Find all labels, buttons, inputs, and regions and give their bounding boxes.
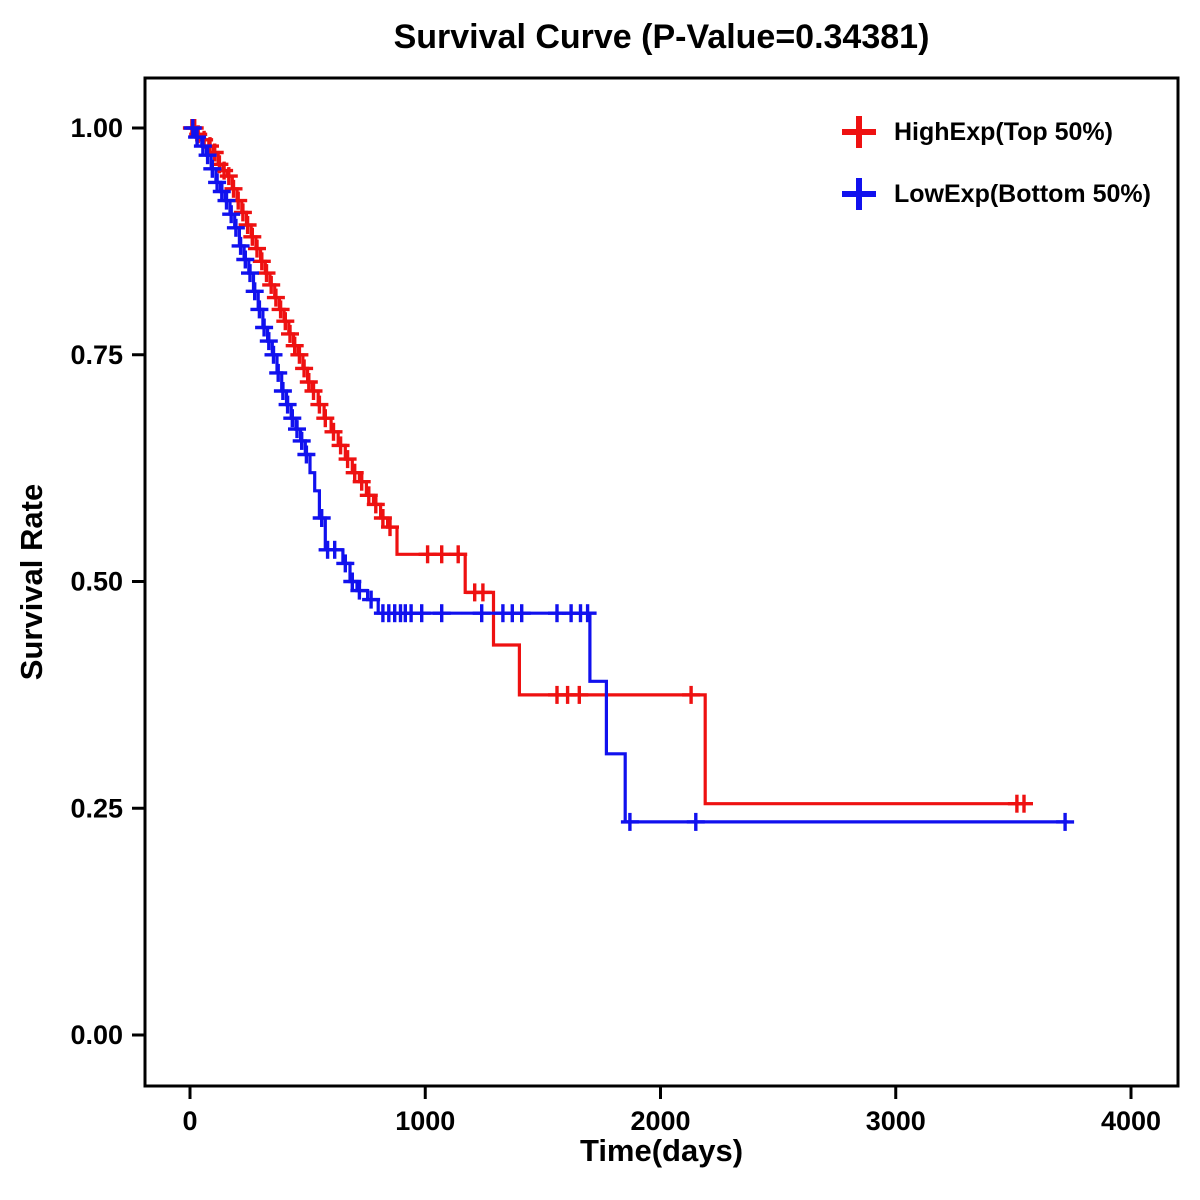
svg-text:0.50: 0.50 [70,567,123,597]
svg-text:1.00: 1.00 [70,113,123,143]
svg-text:0.25: 0.25 [70,793,123,823]
svg-text:1000: 1000 [395,1106,455,1136]
svg-text:0.00: 0.00 [70,1020,123,1050]
svg-text:0: 0 [182,1106,197,1136]
x-axis-label: Time(days) [579,1133,744,1168]
legend-item-lowexp: LowExp(Bottom 50%) [838,174,1151,214]
plus-marker-icon [842,178,876,210]
legend-label-highexp: HighExp(Top 50%) [894,117,1113,146]
legend-label-lowexp: LowExp(Bottom 50%) [894,179,1151,208]
plus-marker-icon [842,116,876,148]
legend-item-highexp: HighExp(Top 50%) [838,112,1151,152]
chart-title: Survival Curve (P-Value=0.34381) [393,18,930,56]
svg-text:4000: 4000 [1101,1106,1161,1136]
legend: HighExp(Top 50%) LowExp(Bottom 50%) [838,112,1151,214]
svg-text:3000: 3000 [866,1106,926,1136]
svg-text:0.75: 0.75 [70,340,123,370]
svg-text:2000: 2000 [630,1106,690,1136]
